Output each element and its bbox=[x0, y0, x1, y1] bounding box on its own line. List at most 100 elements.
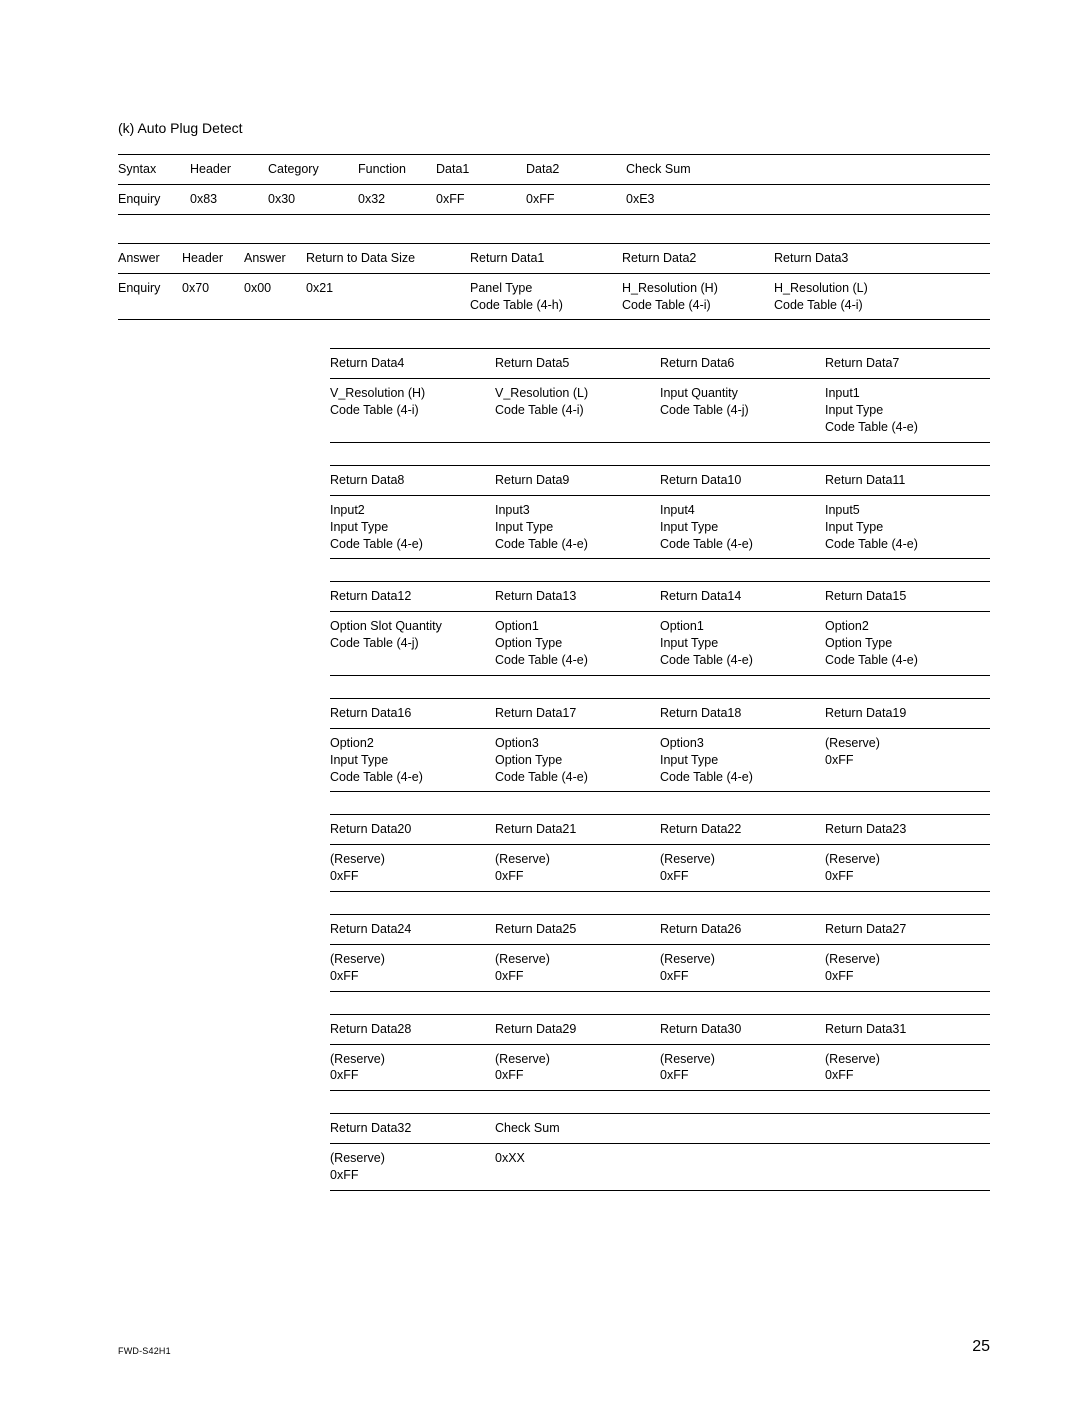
t2-h6: Return Data3 bbox=[774, 243, 990, 273]
lb-d1: 0xXX bbox=[495, 1144, 660, 1191]
blk2-h0: Return Data12 bbox=[330, 582, 495, 612]
blk6-d3: (Reserve)0xFF bbox=[825, 1044, 990, 1091]
blk2-h1: Return Data13 bbox=[495, 582, 660, 612]
blk2-d3: Option2Option TypeCode Table (4-e) bbox=[825, 612, 990, 676]
blk0-h1: Return Data5 bbox=[495, 349, 660, 379]
blk5-d2: (Reserve)0xFF bbox=[660, 944, 825, 991]
answer-table: Answer Header Answer Return to Data Size… bbox=[118, 243, 990, 321]
t2-d4: Panel TypeCode Table (4-h) bbox=[470, 273, 622, 320]
blk1-h0: Return Data8 bbox=[330, 465, 495, 495]
t2-d0: Enquiry bbox=[118, 273, 182, 320]
blk4-h2: Return Data22 bbox=[660, 815, 825, 845]
blk5-d3: (Reserve)0xFF bbox=[825, 944, 990, 991]
blk3-d3: (Reserve)0xFF bbox=[825, 728, 990, 792]
t2-h2: Answer bbox=[244, 243, 306, 273]
blk3-h0: Return Data16 bbox=[330, 698, 495, 728]
page-number: 25 bbox=[972, 1338, 990, 1356]
t2-h0: Answer bbox=[118, 243, 182, 273]
t2-h5: Return Data2 bbox=[622, 243, 774, 273]
return-block-6: Return Data28Return Data29Return Data30R… bbox=[330, 1014, 990, 1092]
t2-d6: H_Resolution (L)Code Table (4-i) bbox=[774, 273, 990, 320]
blk5-h0: Return Data24 bbox=[330, 915, 495, 945]
return-block-1: Return Data8Return Data9Return Data10Ret… bbox=[330, 465, 990, 560]
t1-h3: Function bbox=[358, 155, 436, 185]
blk4-d3: (Reserve)0xFF bbox=[825, 845, 990, 892]
return-block-2: Return Data12Return Data13Return Data14R… bbox=[330, 581, 990, 676]
return-block-4: Return Data20Return Data21Return Data22R… bbox=[330, 814, 990, 892]
blk4-h0: Return Data20 bbox=[330, 815, 495, 845]
blk4-h1: Return Data21 bbox=[495, 815, 660, 845]
t1-d6: 0xE3 bbox=[626, 184, 990, 214]
t1-d2: 0x30 bbox=[268, 184, 358, 214]
t1-d5: 0xFF bbox=[526, 184, 626, 214]
lb-h1: Check Sum bbox=[495, 1114, 660, 1144]
blk6-d2: (Reserve)0xFF bbox=[660, 1044, 825, 1091]
t2-d2: 0x00 bbox=[244, 273, 306, 320]
blk1-d2: Input4Input TypeCode Table (4-e) bbox=[660, 495, 825, 559]
return-block-5: Return Data24Return Data25Return Data26R… bbox=[330, 914, 990, 992]
t2-d1: 0x70 bbox=[182, 273, 244, 320]
blk3-d2: Option3Input TypeCode Table (4-e) bbox=[660, 728, 825, 792]
t1-h2: Category bbox=[268, 155, 358, 185]
lb-d0: (Reserve)0xFF bbox=[330, 1144, 495, 1191]
blk3-d1: Option3Option TypeCode Table (4-e) bbox=[495, 728, 660, 792]
blk1-h3: Return Data11 bbox=[825, 465, 990, 495]
blk0-h3: Return Data7 bbox=[825, 349, 990, 379]
blk2-h3: Return Data15 bbox=[825, 582, 990, 612]
blk0-h2: Return Data6 bbox=[660, 349, 825, 379]
t1-h1: Header bbox=[190, 155, 268, 185]
t1-h5: Data2 bbox=[526, 155, 626, 185]
blk6-d1: (Reserve)0xFF bbox=[495, 1044, 660, 1091]
t2-d5: H_Resolution (H)Code Table (4-i) bbox=[622, 273, 774, 320]
doc-id: FWD-S42H1 bbox=[118, 1346, 171, 1356]
blk5-d1: (Reserve)0xFF bbox=[495, 944, 660, 991]
blk0-d2: Input QuantityCode Table (4-j) bbox=[660, 379, 825, 443]
blk6-h3: Return Data31 bbox=[825, 1014, 990, 1044]
blk1-d1: Input3Input TypeCode Table (4-e) bbox=[495, 495, 660, 559]
t2-h3: Return to Data Size bbox=[306, 243, 470, 273]
t1-d0: Enquiry bbox=[118, 184, 190, 214]
section-title: (k) Auto Plug Detect bbox=[118, 120, 990, 136]
t2-h4: Return Data1 bbox=[470, 243, 622, 273]
t2-d3: 0x21 bbox=[306, 273, 470, 320]
blk1-d3: Input5Input TypeCode Table (4-e) bbox=[825, 495, 990, 559]
blk1-h1: Return Data9 bbox=[495, 465, 660, 495]
blk6-h0: Return Data28 bbox=[330, 1014, 495, 1044]
blk5-h3: Return Data27 bbox=[825, 915, 990, 945]
blk2-d2: Option1Input TypeCode Table (4-e) bbox=[660, 612, 825, 676]
blk2-h2: Return Data14 bbox=[660, 582, 825, 612]
blk3-h1: Return Data17 bbox=[495, 698, 660, 728]
return-block-last: Return Data32 Check Sum (Reserve)0xFF 0x… bbox=[330, 1113, 990, 1191]
blk2-d1: Option1Option TypeCode Table (4-e) bbox=[495, 612, 660, 676]
t2-h1: Header bbox=[182, 243, 244, 273]
blk4-d1: (Reserve)0xFF bbox=[495, 845, 660, 892]
blk4-d0: (Reserve)0xFF bbox=[330, 845, 495, 892]
blk4-d2: (Reserve)0xFF bbox=[660, 845, 825, 892]
t1-d1: 0x83 bbox=[190, 184, 268, 214]
return-block-0: Return Data4Return Data5Return Data6Retu… bbox=[330, 348, 990, 443]
blk6-h2: Return Data30 bbox=[660, 1014, 825, 1044]
blk5-h2: Return Data26 bbox=[660, 915, 825, 945]
return-block-3: Return Data16Return Data17Return Data18R… bbox=[330, 698, 990, 793]
blk3-h3: Return Data19 bbox=[825, 698, 990, 728]
blk5-d0: (Reserve)0xFF bbox=[330, 944, 495, 991]
blk0-h0: Return Data4 bbox=[330, 349, 495, 379]
blk0-d1: V_Resolution (L)Code Table (4-i) bbox=[495, 379, 660, 443]
t1-h0: Syntax bbox=[118, 155, 190, 185]
t1-d4: 0xFF bbox=[436, 184, 526, 214]
blk0-d0: V_Resolution (H)Code Table (4-i) bbox=[330, 379, 495, 443]
blk2-d0: Option Slot QuantityCode Table (4-j) bbox=[330, 612, 495, 676]
t1-h6: Check Sum bbox=[626, 155, 990, 185]
blk0-d3: Input1Input TypeCode Table (4-e) bbox=[825, 379, 990, 443]
blk4-h3: Return Data23 bbox=[825, 815, 990, 845]
syntax-table: Syntax Header Category Function Data1 Da… bbox=[118, 154, 990, 215]
t1-d3: 0x32 bbox=[358, 184, 436, 214]
blk3-h2: Return Data18 bbox=[660, 698, 825, 728]
blk1-h2: Return Data10 bbox=[660, 465, 825, 495]
blk5-h1: Return Data25 bbox=[495, 915, 660, 945]
lb-h0: Return Data32 bbox=[330, 1114, 495, 1144]
blk6-h1: Return Data29 bbox=[495, 1014, 660, 1044]
blk3-d0: Option2Input TypeCode Table (4-e) bbox=[330, 728, 495, 792]
blk6-d0: (Reserve)0xFF bbox=[330, 1044, 495, 1091]
blk1-d0: Input2Input TypeCode Table (4-e) bbox=[330, 495, 495, 559]
